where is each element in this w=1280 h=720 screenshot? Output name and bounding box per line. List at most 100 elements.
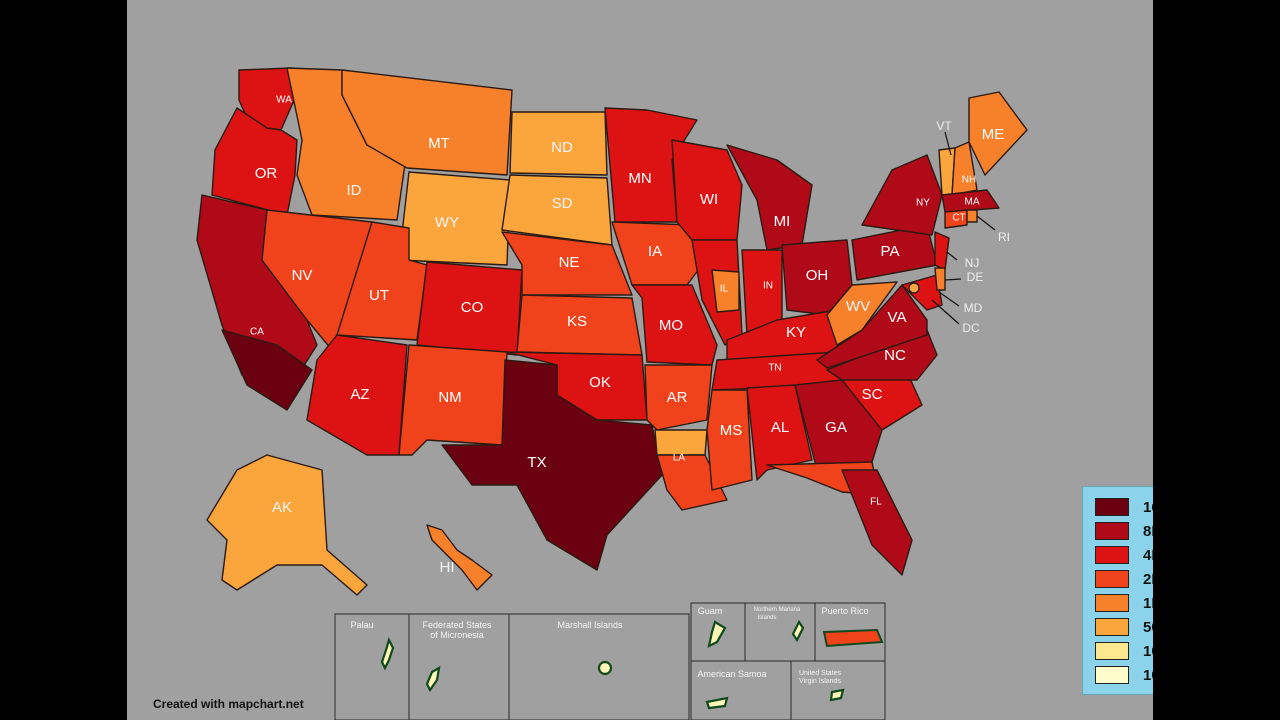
state-ak — [206, 454, 368, 596]
state-il-inner — [711, 269, 740, 313]
legend-row: 4M-8M — [1095, 543, 1153, 567]
state-ny — [861, 154, 943, 236]
label-me: ME — [982, 126, 1005, 143]
label-wy: WY — [435, 214, 459, 231]
label-ny: NY — [916, 198, 930, 209]
legend-swatch — [1095, 594, 1129, 612]
label-micronesia-1: Federated States — [422, 620, 492, 630]
legend-swatch — [1095, 666, 1129, 684]
label-samoa: American Samoa — [697, 669, 766, 679]
label-nmi-2: Islands — [757, 615, 776, 621]
label-ks: KS — [567, 313, 587, 330]
label-ca: CA — [250, 327, 264, 338]
legend-swatch — [1095, 642, 1129, 660]
label-ia: IA — [648, 243, 662, 260]
legend-label: 16M < — [1143, 498, 1153, 516]
label-tn: TN — [768, 363, 781, 374]
label-md: MD — [964, 301, 983, 315]
label-ky: KY — [786, 324, 806, 341]
state-or — [211, 107, 298, 216]
label-wi: WI — [700, 191, 718, 208]
label-nmi-1: Northern Mariana — [754, 607, 801, 613]
label-al: AL — [771, 419, 789, 436]
label-fl: FL — [870, 497, 882, 508]
label-nm: NM — [438, 389, 461, 406]
palau-islands — [380, 637, 395, 671]
dc-marker — [908, 282, 920, 294]
legend-swatch — [1095, 498, 1129, 516]
legend-row: 1M-2M — [1095, 591, 1153, 615]
legend: 16M < 8M-16M 4M-8M 2M-4M 1M-2M 500K - 1M 100K … — [1082, 486, 1153, 695]
legend-label: 100K - 200K — [1143, 642, 1153, 660]
state-ca-south — [221, 329, 313, 411]
label-sc: SC — [862, 386, 883, 403]
label-ct: CT — [952, 213, 965, 224]
label-usvi-2: Virgin Islands — [799, 678, 841, 685]
legend-label: 8M-16M — [1143, 522, 1153, 540]
state-labels: WA OR CA ID NV MT WY UT AZ CO NM ND SD N… — [250, 95, 1004, 576]
state-me — [968, 91, 1028, 176]
state-ar — [644, 364, 713, 431]
label-in: IN — [763, 281, 773, 292]
label-palau: Palau — [350, 620, 373, 630]
label-nh: NH — [962, 175, 976, 186]
label-tx: TX — [527, 454, 546, 471]
label-guam: Guam — [698, 606, 723, 616]
state-la-south — [656, 454, 728, 511]
label-de: DE — [967, 270, 984, 284]
puerto-rico-island — [822, 628, 884, 648]
legend-label: 4M-8M — [1143, 546, 1153, 564]
label-nc: NC — [884, 347, 906, 364]
label-ut: UT — [369, 287, 389, 304]
nmi-islands — [791, 619, 805, 643]
legend-row: 8M-16M — [1095, 519, 1153, 543]
guam-island — [707, 620, 727, 649]
label-ma: MA — [965, 197, 980, 208]
label-co: CO — [461, 299, 484, 316]
state-ga — [794, 379, 883, 471]
state-az — [306, 334, 408, 456]
label-mt: MT — [428, 135, 450, 152]
state-ct — [944, 209, 968, 229]
label-nd: ND — [551, 139, 573, 156]
label-ms: MS — [720, 422, 743, 439]
us-map: WA OR CA ID NV MT WY UT AZ CO NM ND SD N… — [196, 67, 1028, 720]
state-tx — [441, 359, 663, 571]
state-nj — [934, 231, 950, 271]
label-nv: NV — [292, 267, 313, 284]
label-puerto-rico: Puerto Rico — [821, 606, 868, 616]
label-or: OR — [255, 165, 278, 182]
usvi-islands — [829, 688, 845, 702]
state-wv — [826, 281, 898, 346]
label-mn: MN — [628, 170, 651, 187]
label-ri: RI — [998, 230, 1010, 244]
legend-label: 100K > — [1143, 666, 1153, 684]
label-vt: VT — [936, 119, 952, 133]
state-la — [654, 429, 708, 456]
label-ok: OK — [589, 374, 611, 391]
label-sd: SD — [552, 195, 573, 212]
state-hi — [426, 524, 493, 591]
label-usvi-1: United States — [799, 670, 842, 677]
label-il: IL — [720, 284, 729, 295]
label-nj: NJ — [965, 256, 980, 270]
state-fl-south — [841, 469, 913, 576]
state-nd — [509, 111, 608, 176]
label-dc: DC — [962, 321, 980, 335]
label-ne: NE — [559, 254, 580, 271]
state-de — [934, 267, 946, 291]
label-wa: WA — [276, 95, 292, 106]
state-mt — [341, 69, 513, 176]
state-ne — [501, 231, 633, 296]
credit-text: Created with mapchart.net — [153, 697, 304, 711]
label-az: AZ — [350, 386, 369, 403]
label-hi: HI — [440, 559, 455, 576]
leader-labels: VT RI NJ DE MD DC — [931, 119, 1010, 335]
label-oh: OH — [806, 267, 829, 284]
legend-swatch — [1095, 522, 1129, 540]
legend-swatch — [1095, 570, 1129, 588]
legend-row: 16M < — [1095, 495, 1153, 519]
state-nh — [951, 141, 978, 196]
label-ga: GA — [825, 419, 847, 436]
label-marshall: Marshall Islands — [557, 620, 623, 630]
